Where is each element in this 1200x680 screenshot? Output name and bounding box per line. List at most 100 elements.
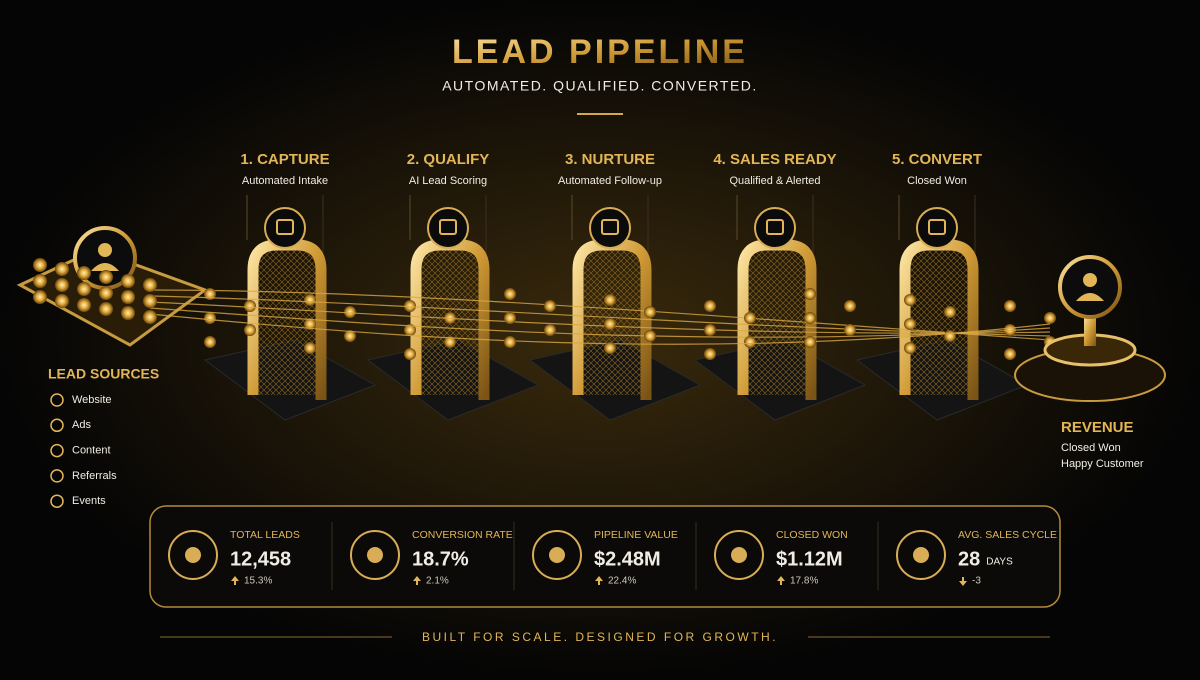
lead-dot xyxy=(504,312,516,324)
revenue-title: REVENUE xyxy=(1061,419,1134,436)
lead-dot xyxy=(143,310,157,324)
metric-label: CONVERSION RATE xyxy=(412,529,513,541)
metric-icon xyxy=(350,530,400,580)
lead-dot xyxy=(244,300,256,312)
lead-dot xyxy=(33,258,47,272)
metric-icon xyxy=(896,530,946,580)
lead-dot xyxy=(204,312,216,324)
metrics: TOTAL LEADS 12,458 15.3% CONVERSION RATE 18.… xyxy=(168,522,1057,590)
lead-dot xyxy=(121,290,135,304)
sources-title: LEAD SOURCES xyxy=(48,366,159,382)
lead-dot xyxy=(77,266,91,280)
metric-icon-glyph xyxy=(913,547,929,563)
lead-dot xyxy=(143,294,157,308)
revenue-line: Closed Won xyxy=(1061,442,1121,454)
source-icon xyxy=(50,418,64,433)
gate-mesh xyxy=(905,250,969,395)
metric-label: CLOSED WON xyxy=(776,529,848,541)
metric-label: AVG. SALES CYCLE xyxy=(958,529,1057,541)
flow-line xyxy=(149,295,1051,337)
lead-dot xyxy=(344,306,356,318)
lead-dot xyxy=(444,336,456,348)
trend-arrow xyxy=(413,576,421,585)
stage-label: 3. NURTURE xyxy=(565,151,655,168)
metric-change: 17.8% xyxy=(790,576,818,587)
metric-change: 15.3% xyxy=(244,576,272,587)
stage-caption: Qualified & Alerted xyxy=(729,175,820,187)
subtitle: AUTOMATED. QUALIFIED. CONVERTED. xyxy=(442,78,758,94)
lead-dot xyxy=(304,294,316,306)
metric-icon xyxy=(714,530,764,580)
trend-arrow xyxy=(595,576,603,585)
source-item: Content xyxy=(72,445,111,457)
lead-flow xyxy=(33,258,1056,360)
stage-icon-glyph xyxy=(276,219,294,235)
metric-value: $2.48M xyxy=(594,548,661,570)
source-icon xyxy=(50,494,64,508)
lead-dot xyxy=(604,342,616,354)
metric-change: -3 xyxy=(972,576,981,587)
revenue-line: Happy Customer xyxy=(1061,458,1144,470)
lead-dot xyxy=(644,330,656,342)
flow-line xyxy=(149,307,1051,338)
lead-dot xyxy=(1004,300,1016,312)
lead-dot xyxy=(704,324,716,336)
metric-value: 28 xyxy=(958,548,980,570)
stage-label: 5. CONVERT xyxy=(892,151,982,168)
lead-dot xyxy=(744,312,756,324)
lead-dot xyxy=(404,300,416,312)
title: LEAD PIPELINE xyxy=(452,33,748,71)
lead-dot xyxy=(244,324,256,336)
lead-dot xyxy=(55,278,69,292)
lead-dot xyxy=(544,324,556,336)
metric-icon xyxy=(532,530,582,580)
stage-icon xyxy=(754,207,796,249)
stage-icon xyxy=(916,207,958,249)
lead-dot xyxy=(804,312,816,324)
lead-dot xyxy=(121,306,135,320)
lead-dot xyxy=(804,336,816,348)
lead-dot xyxy=(33,290,47,304)
lead-dot xyxy=(504,288,516,300)
trend-arrow xyxy=(777,576,785,585)
source-item: Referrals xyxy=(72,470,117,482)
source-item: Website xyxy=(72,394,112,406)
lead-dot xyxy=(1044,312,1056,324)
stages: 1. CAPTURE Automated Intake 2. QUALIFY AI L… xyxy=(203,151,1029,421)
lead-dot xyxy=(804,288,816,300)
flow-line xyxy=(149,289,1051,341)
metric-label: PIPELINE VALUE xyxy=(594,529,678,541)
metric-label: TOTAL LEADS xyxy=(230,529,300,541)
flow-line xyxy=(149,313,1051,345)
stage-icon-glyph xyxy=(766,219,784,235)
stage-caption: AI Lead Scoring xyxy=(409,175,487,187)
source-item: Events xyxy=(72,495,106,507)
lead-dot xyxy=(844,300,856,312)
lead-dot xyxy=(143,278,157,292)
stage-label: 4. SALES READY xyxy=(713,151,836,168)
revenue-pedestal xyxy=(1014,255,1166,402)
lead-dot xyxy=(55,262,69,276)
lead-dot xyxy=(77,298,91,312)
lead-dot xyxy=(404,324,416,336)
sources-list: Website Ads Content Referrals Events xyxy=(50,393,117,508)
stage-icon xyxy=(427,207,469,249)
metric-icon xyxy=(168,530,218,580)
lead-dot xyxy=(121,274,135,288)
footer: BUILT FOR SCALE. DESIGNED FOR GROWTH. xyxy=(422,630,778,644)
metric-value: 12,458 xyxy=(230,548,291,570)
lead-dot xyxy=(304,318,316,330)
source-icon xyxy=(50,469,64,483)
stage-icon xyxy=(264,207,306,249)
source-icon xyxy=(50,443,64,458)
lead-dot xyxy=(404,348,416,360)
lead-dot xyxy=(99,270,113,284)
lead-dot xyxy=(55,294,69,308)
metric-value: 18.7% xyxy=(412,548,469,570)
lead-dot xyxy=(204,336,216,348)
lead-dot xyxy=(744,336,756,348)
gate-mesh xyxy=(253,250,317,395)
lead-dot xyxy=(844,324,856,336)
